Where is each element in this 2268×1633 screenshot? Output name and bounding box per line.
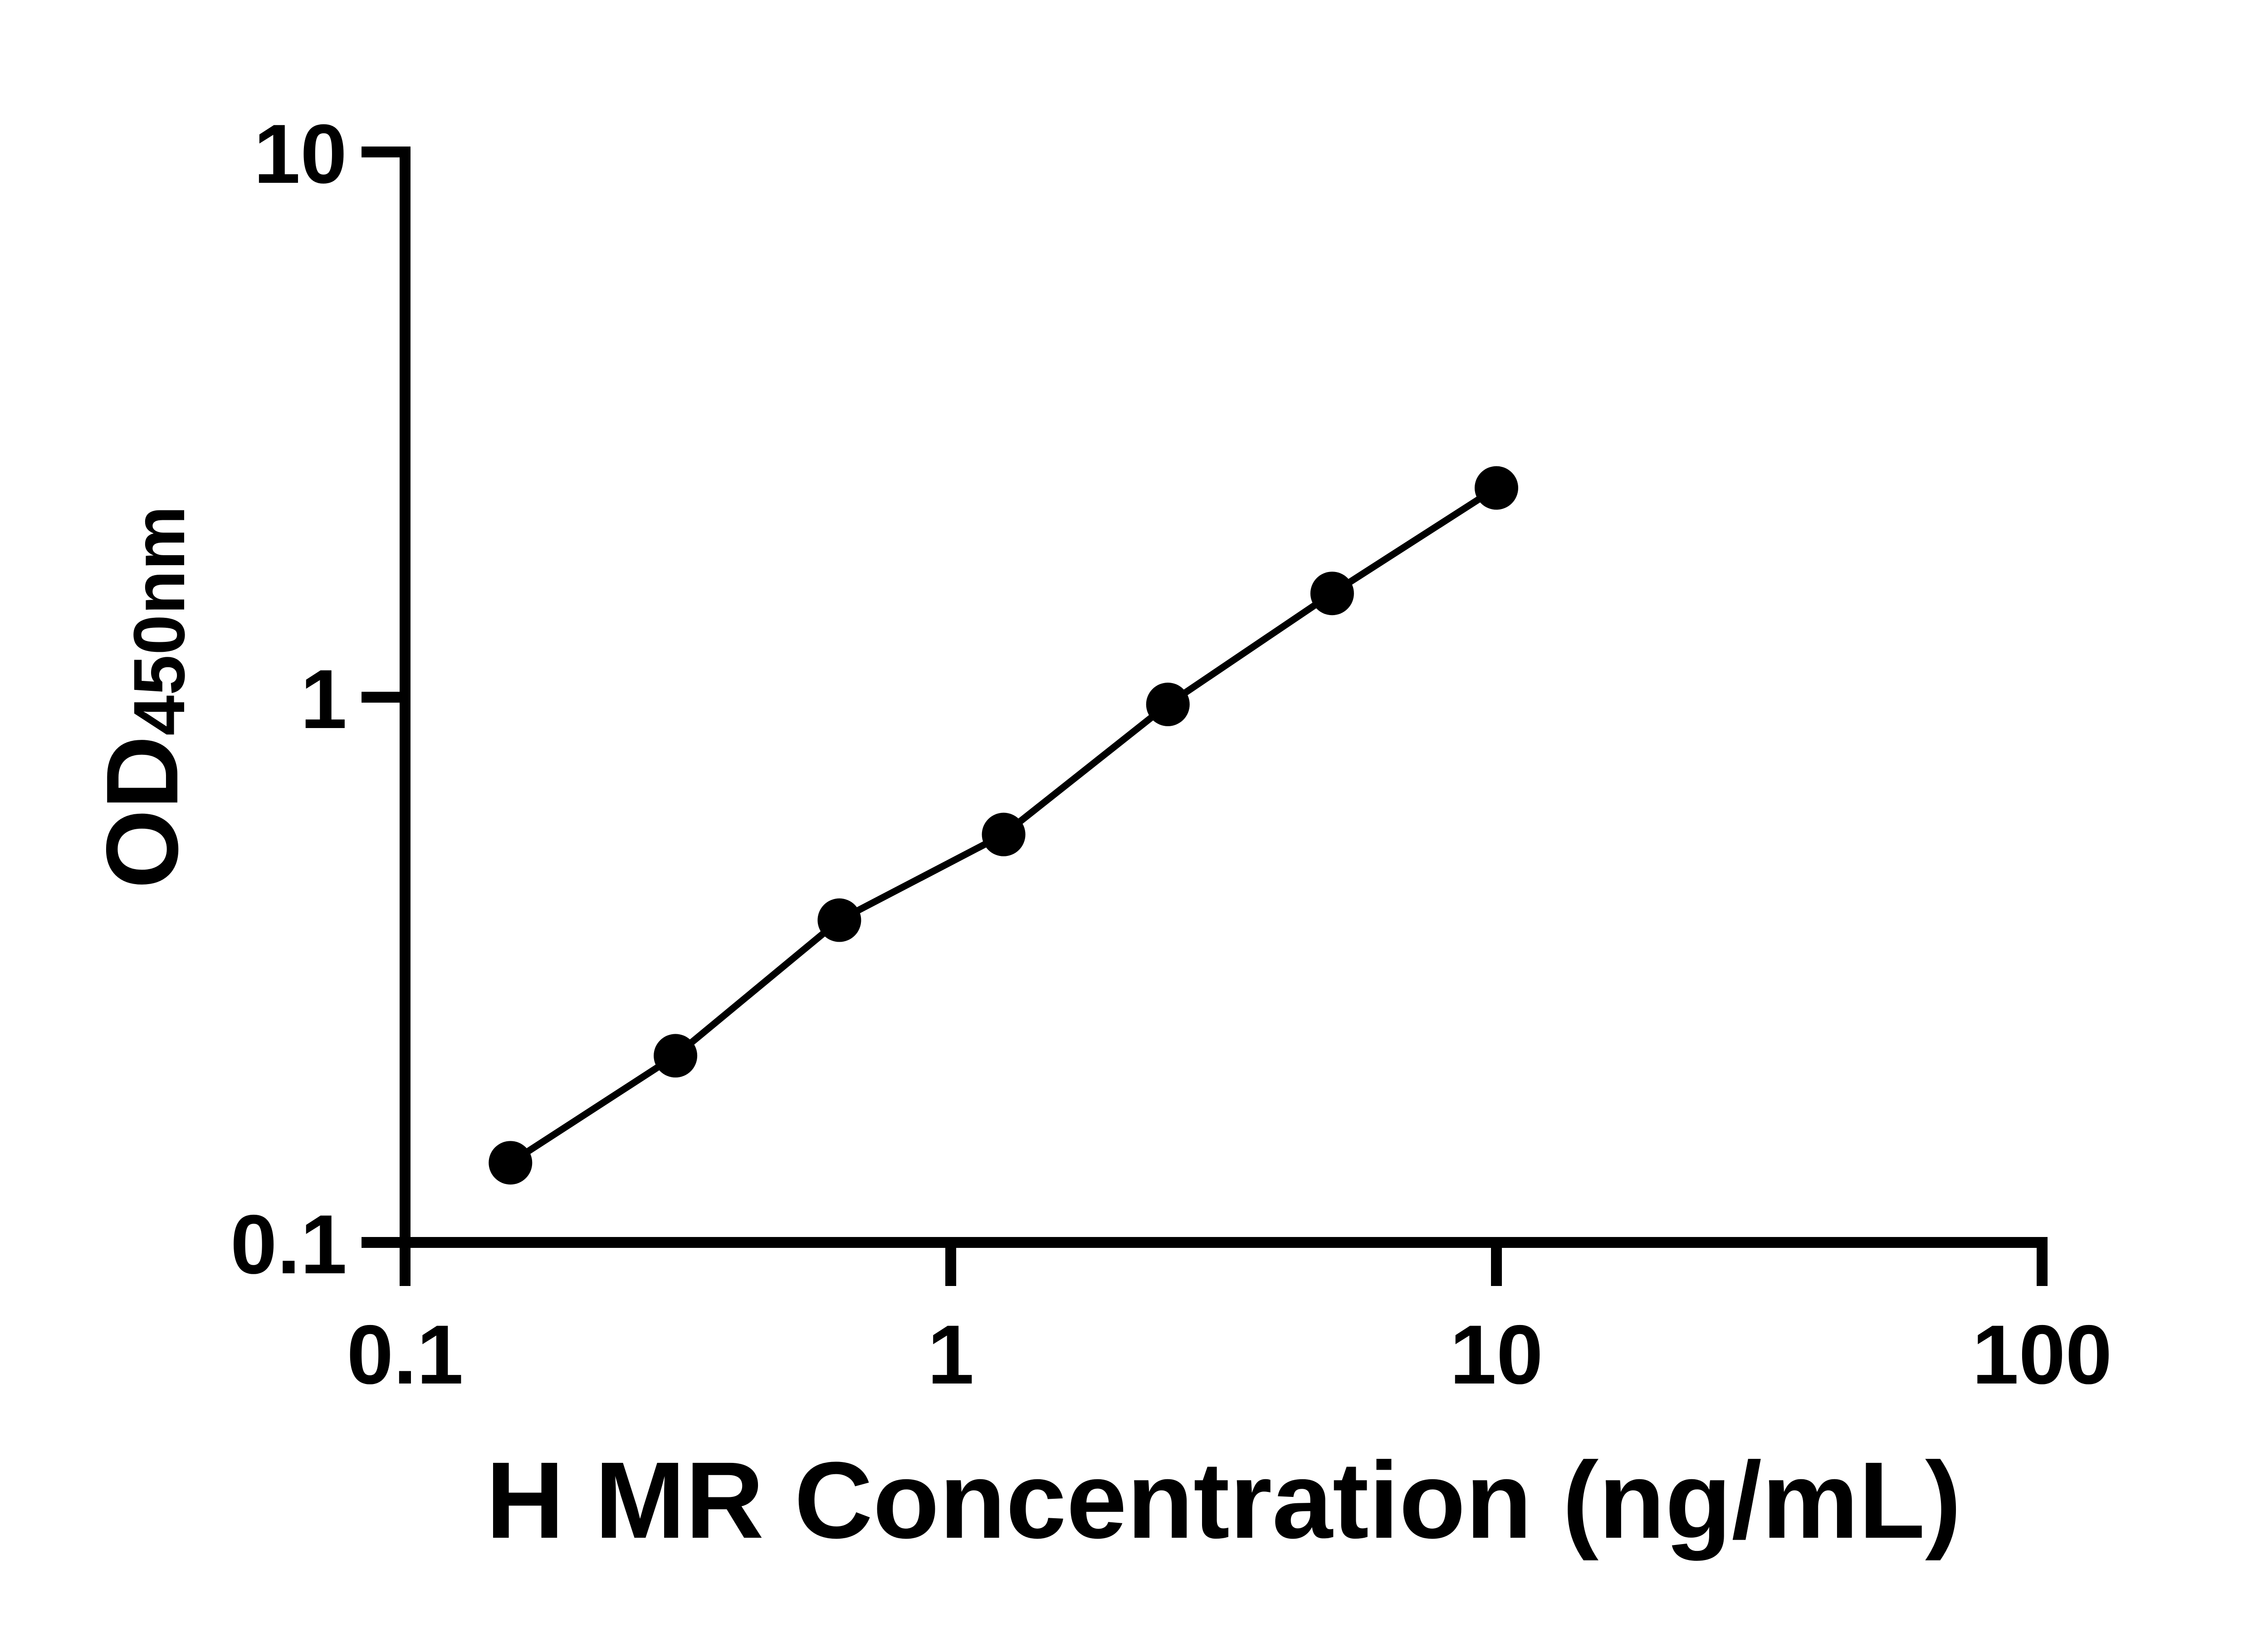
y-axis-title-main: OD [85, 736, 199, 889]
y-tick-label: 10 [254, 108, 347, 201]
y-tick-label: 1 [300, 653, 347, 746]
data-point [1146, 682, 1190, 726]
y-tick-label: 0.1 [230, 1198, 347, 1291]
data-point [1310, 572, 1354, 616]
data-point [817, 898, 861, 942]
y-axis-title: OD450nm [85, 506, 200, 889]
x-tick-label: 1 [928, 1308, 974, 1402]
data-point [489, 1141, 533, 1185]
x-tick-label: 10 [1450, 1308, 1543, 1402]
data-point [654, 1034, 698, 1078]
y-axis-title-subscript: 450nm [118, 506, 200, 736]
x-axis-title: H MR Concentration (ng/mL) [486, 1439, 1961, 1561]
x-tick-label: 100 [1972, 1308, 2112, 1402]
data-point [982, 812, 1026, 856]
x-tick-label: 0.1 [347, 1308, 463, 1402]
data-point [1475, 466, 1518, 510]
